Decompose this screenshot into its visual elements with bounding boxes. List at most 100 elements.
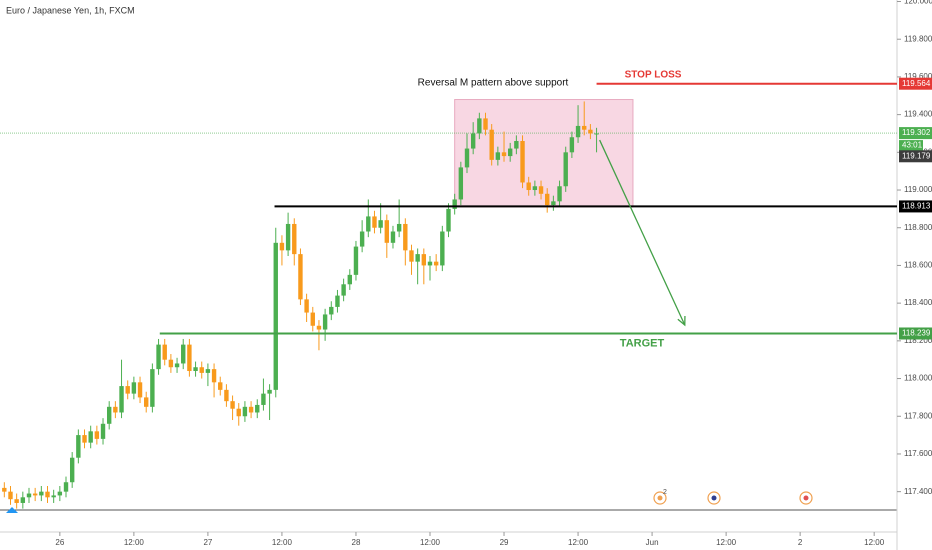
candle-body xyxy=(45,491,50,498)
x-tick-label: 2 xyxy=(798,538,803,547)
event-badge: 2 xyxy=(663,489,667,496)
event-dot xyxy=(711,495,717,501)
candle-body xyxy=(2,487,7,492)
candle-body xyxy=(384,220,390,243)
candle-body xyxy=(304,299,309,313)
candle-body xyxy=(199,367,204,373)
candle-body xyxy=(267,389,272,394)
candle-body xyxy=(372,216,377,228)
candle-body xyxy=(69,457,75,483)
candle-body xyxy=(224,389,229,402)
candle-body xyxy=(551,201,556,206)
candle-body xyxy=(230,401,235,409)
candle-body xyxy=(82,435,87,443)
candle-body xyxy=(113,406,118,413)
candle-body xyxy=(594,133,599,135)
x-tick-label: 12:00 xyxy=(124,538,145,547)
candle-body xyxy=(174,363,180,368)
candle-body xyxy=(26,493,32,498)
candle-body xyxy=(181,344,186,364)
candle-body xyxy=(137,382,143,398)
candle-body xyxy=(193,367,198,372)
candle-body xyxy=(532,186,538,191)
x-tick-label: 12:00 xyxy=(420,538,441,547)
candle-body xyxy=(100,423,106,439)
candle-body xyxy=(106,406,112,424)
countdown-label: 43:01 xyxy=(902,141,923,150)
candle-body xyxy=(588,129,593,134)
candle-body xyxy=(51,495,56,498)
candle-body xyxy=(335,295,340,307)
x-tick-label: 12:00 xyxy=(568,538,589,547)
stop-loss-label: STOP LOSS xyxy=(625,69,682,80)
candle-body xyxy=(477,118,482,134)
candle-body xyxy=(526,182,531,191)
candle-body xyxy=(582,125,587,130)
candle-body xyxy=(458,167,464,200)
candle-body xyxy=(255,404,260,413)
candle-body xyxy=(205,369,211,373)
candle-body xyxy=(39,491,44,496)
x-tick-label: 12:00 xyxy=(272,538,293,547)
candle-body xyxy=(8,491,13,500)
x-tick-label: Jun xyxy=(646,538,659,547)
candle-body xyxy=(557,186,562,202)
candle-body xyxy=(279,242,285,251)
candle-body xyxy=(415,254,420,262)
candle-body xyxy=(125,386,130,394)
candle-body xyxy=(353,246,359,275)
event-dot xyxy=(657,495,663,501)
candle-body xyxy=(310,312,315,326)
y-tick-label: 119.000 xyxy=(904,185,932,194)
candle-body xyxy=(347,274,352,285)
candle-body xyxy=(341,284,346,296)
candle-body xyxy=(538,186,544,194)
candle-body xyxy=(168,359,174,368)
candle-body xyxy=(242,406,248,417)
chart-title: Euro / Japanese Yen, 1h, FXCM xyxy=(6,5,135,15)
candle-body xyxy=(20,497,26,503)
candle-body xyxy=(292,223,297,255)
y-tick-label: 120.000 xyxy=(904,0,932,6)
candle-body xyxy=(495,152,501,160)
candle-body xyxy=(273,242,278,390)
candle-body xyxy=(446,208,451,232)
candle-body xyxy=(507,148,513,157)
candle-body xyxy=(63,482,69,492)
price-tag-label: 118.239 xyxy=(902,329,931,338)
candle-body xyxy=(162,344,167,360)
pattern-box xyxy=(454,99,634,208)
candle-body xyxy=(88,431,93,443)
y-tick-label: 118.400 xyxy=(904,298,932,307)
candle-body xyxy=(378,220,383,228)
price-tag-label: 118.913 xyxy=(902,202,931,211)
price-tag xyxy=(899,150,932,163)
candle-body xyxy=(218,382,223,390)
y-tick-label: 118.000 xyxy=(904,374,932,383)
y-tick-label: 117.600 xyxy=(904,449,932,458)
candle-body xyxy=(396,223,402,232)
candle-body xyxy=(569,137,575,153)
candle-body xyxy=(131,382,137,394)
y-tick-label: 119.800 xyxy=(904,34,932,43)
candle-body xyxy=(211,369,217,383)
x-tick-label: 12:00 xyxy=(716,538,737,547)
candle-body xyxy=(489,129,494,160)
price-tag xyxy=(899,327,932,340)
y-tick-label: 117.800 xyxy=(904,411,932,420)
current-price-label: 119.302 xyxy=(902,128,931,137)
candle-body xyxy=(359,231,365,247)
x-tick-label: 27 xyxy=(203,538,212,547)
x-tick-label: 12:00 xyxy=(864,538,885,547)
candle-body xyxy=(403,223,408,251)
candle-body xyxy=(464,148,470,168)
annotation: Reversal M pattern above support xyxy=(418,78,569,89)
candle-body xyxy=(452,199,457,209)
candle-body xyxy=(329,306,334,315)
arrow-line xyxy=(599,139,686,326)
candle-body xyxy=(520,141,525,183)
candle-body xyxy=(433,261,439,266)
logo xyxy=(6,507,18,513)
